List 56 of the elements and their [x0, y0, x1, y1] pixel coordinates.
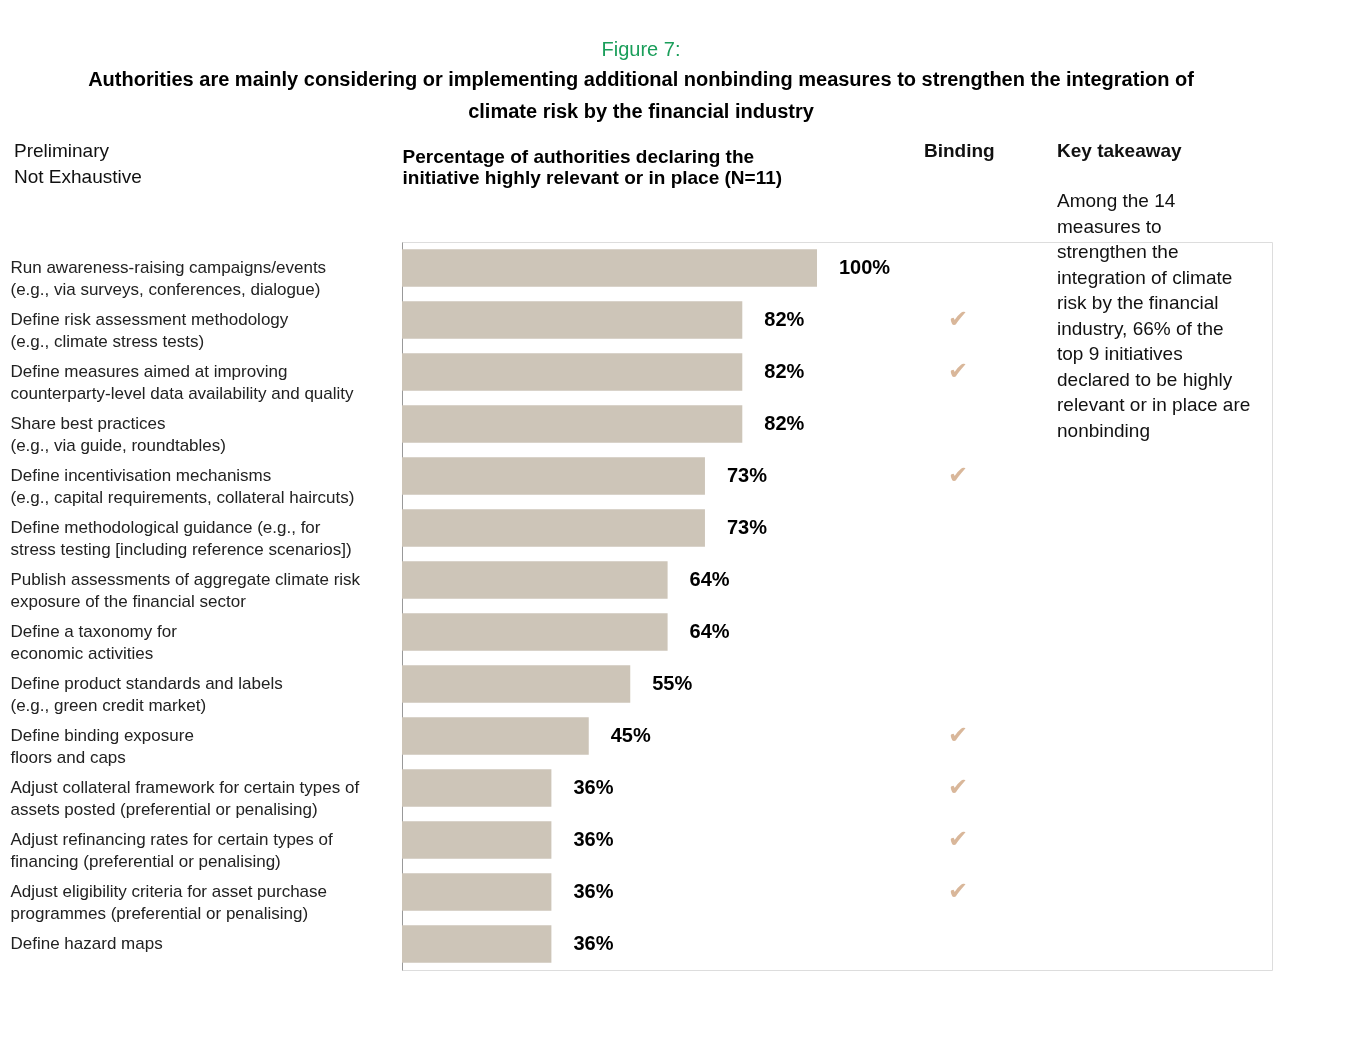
data-label: 36%	[573, 932, 614, 954]
data-label: 36%	[573, 828, 614, 850]
text: ✔	[947, 305, 969, 333]
x-axis-title: Percentage of authorities declaring the initiative highly relevant or in place (N=11)	[402, 145, 783, 188]
y-tick-label: Define measures aimed at improving counterparty-level data availability and quality	[10, 362, 355, 403]
y-tick-label: Define risk assessment methodology (e.g., climate stress tests)	[10, 310, 289, 351]
text: ✔	[947, 357, 969, 385]
data-label: 73%	[726, 516, 768, 538]
y-tick-label: Share best practices (e.g., via guide, roundtables)	[10, 414, 226, 455]
text: Binding	[924, 140, 995, 161]
data-label: 36%	[573, 880, 614, 902]
data-label: 82%	[764, 360, 805, 382]
data-label: 45%	[610, 724, 651, 746]
y-tick-label: Adjust eligibility criteria for asset purchase programmes (preferential or penalising)	[10, 882, 328, 923]
bar	[402, 769, 552, 807]
text: Among the 14 measures to strengthen the integration of climate risk by the financial industry, 66% of the top 9 initiatives declared to be highly relevant or in place are nonbinding	[1057, 190, 1251, 441]
bar	[402, 717, 589, 755]
y-tick-label: Define product standards and labels (e.g., green credit market)	[10, 674, 283, 715]
bar	[402, 405, 743, 443]
y-tick-label: Define a taxonomy for economic activities	[10, 622, 178, 663]
data-label: 73%	[726, 464, 768, 486]
bar	[402, 873, 552, 911]
bar	[402, 249, 817, 287]
bar	[402, 665, 631, 703]
data-label: 82%	[764, 308, 805, 330]
bar	[402, 353, 743, 391]
data-label: 55%	[652, 672, 693, 694]
text: ✔	[947, 825, 969, 853]
bar	[402, 613, 668, 651]
data-label: 64%	[689, 620, 730, 642]
y-tick-label: Define hazard maps	[10, 934, 163, 953]
y-tick-label: Define methodological guidance (e.g., for stress testing [including reference scenarios])	[10, 518, 352, 559]
text: ✔	[947, 461, 969, 489]
bar	[402, 457, 705, 495]
bar	[402, 561, 668, 599]
y-tick-label: Define incentivisation mechanisms (e.g., capital requirements, collateral haircuts)	[10, 466, 355, 507]
data-label: 100%	[839, 256, 891, 278]
y-tick-label: Run awareness-raising campaigns/events (e.g., via surveys, conferences, dialogue)	[10, 258, 327, 299]
text: ✔	[947, 721, 969, 749]
bar	[402, 925, 552, 963]
data-label: 82%	[764, 412, 805, 434]
data-label: 36%	[573, 776, 614, 798]
chart-title: Figure 7:	[601, 38, 681, 60]
bar	[402, 509, 705, 547]
bar	[402, 821, 552, 859]
data-label: 64%	[689, 568, 730, 590]
text: ✔	[947, 877, 969, 905]
y-tick-label: Define binding exposure floors and caps	[10, 726, 194, 767]
y-tick-label: Adjust collateral framework for certain types of assets posted (preferential or penalising)	[10, 778, 360, 819]
text: Key takeaway	[1057, 140, 1183, 161]
bar	[402, 301, 743, 339]
y-tick-label: Publish assessments of aggregate climate risk exposure of the financial sector	[10, 570, 361, 611]
text: Preliminary Not Exhaustive	[14, 140, 142, 187]
text: ✔	[947, 773, 969, 801]
y-tick-label: Adjust refinancing rates for certain types of financing (preferential or penalising)	[10, 830, 333, 871]
chart-subtitle: Authorities are mainly considering or implementing additional nonbinding measures to strengthen the integration of climate risk by the financial industry	[88, 68, 1195, 122]
